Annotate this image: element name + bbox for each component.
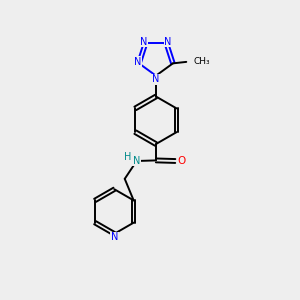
Text: N: N	[133, 156, 140, 166]
Text: N: N	[152, 74, 160, 84]
Text: N: N	[134, 57, 141, 67]
Text: N: N	[140, 37, 148, 47]
Text: N: N	[111, 232, 118, 242]
Text: H: H	[124, 152, 131, 162]
Text: N: N	[164, 37, 172, 47]
Text: O: O	[178, 156, 186, 166]
Text: CH₃: CH₃	[194, 57, 210, 66]
